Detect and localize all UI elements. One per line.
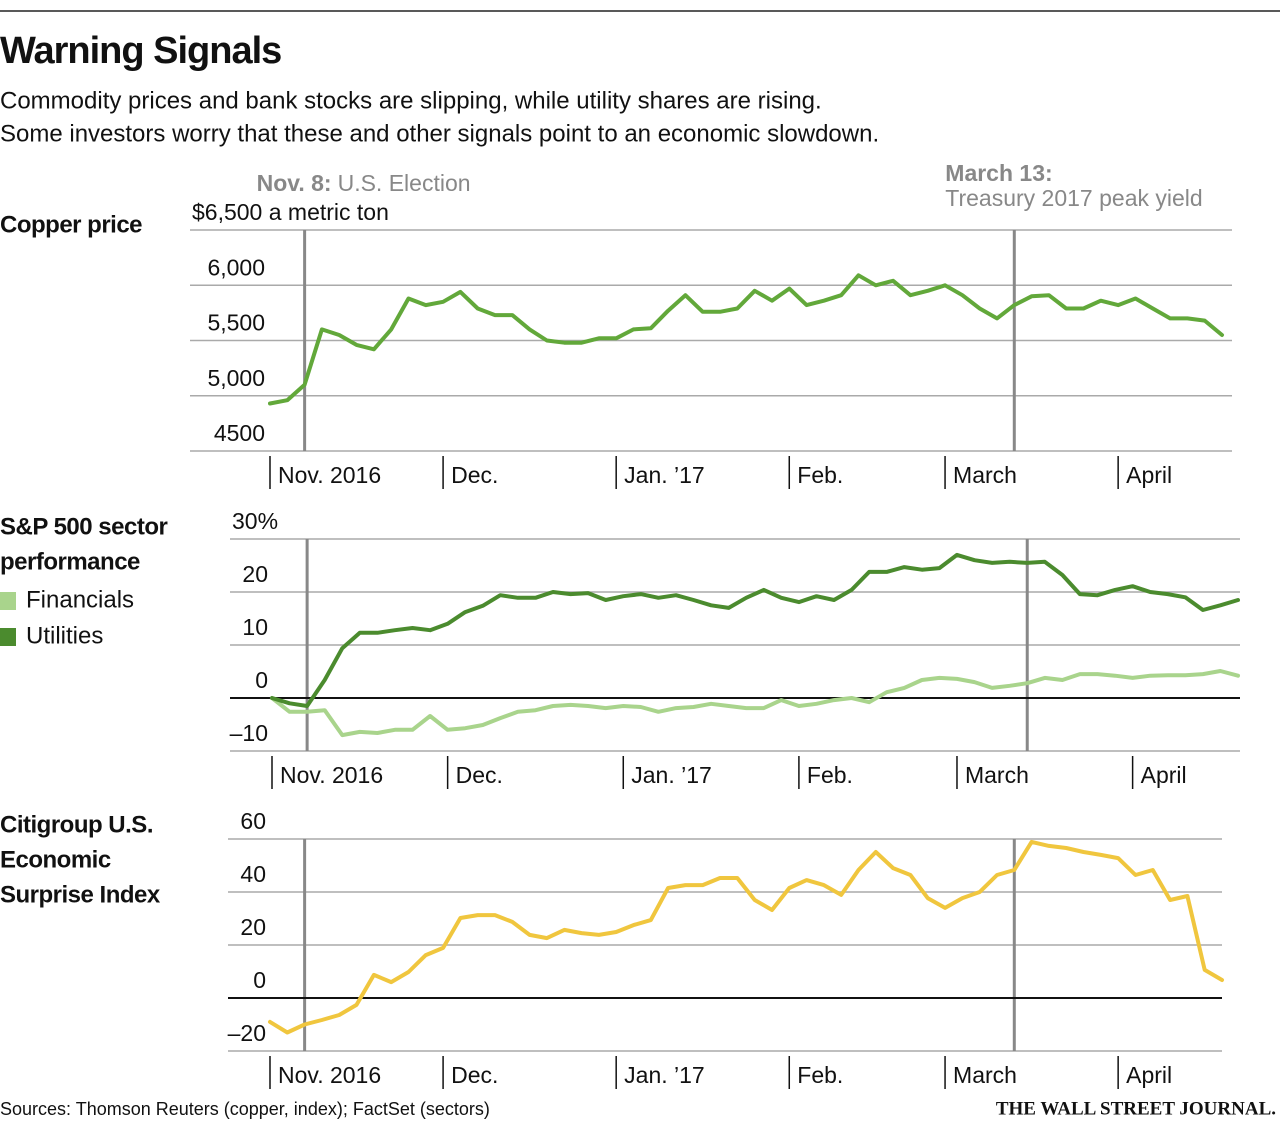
y-tick-label: 0 bbox=[255, 667, 268, 693]
y-tick-label: 6,000 bbox=[207, 254, 265, 280]
annotation-label: March 13: bbox=[945, 160, 1052, 186]
y-tick-label: 30% bbox=[232, 508, 278, 534]
x-tick-label: Nov. 2016 bbox=[278, 1062, 381, 1088]
series-line bbox=[268, 273, 1224, 406]
subtitle: Commodity prices and bank stocks are sli… bbox=[0, 87, 822, 114]
series-line bbox=[270, 669, 1240, 738]
y-tick-label: –20 bbox=[228, 1020, 266, 1046]
y-tick-label: 5,000 bbox=[207, 365, 265, 391]
y-tick-label: 60 bbox=[240, 808, 266, 834]
legend-swatch bbox=[0, 628, 16, 646]
annotation-label: Nov. 8: bbox=[257, 170, 332, 196]
x-tick-label: March bbox=[965, 762, 1029, 788]
y-tick-label: 5,500 bbox=[207, 310, 265, 336]
x-tick-label: Jan. ’17 bbox=[631, 762, 712, 788]
y-tick-label: $6,500 a metric ton bbox=[192, 199, 389, 225]
x-tick-label: Feb. bbox=[797, 462, 843, 488]
y-tick-label: 10 bbox=[242, 614, 268, 640]
panel-label: Economic bbox=[0, 846, 111, 873]
panel-label: Copper price bbox=[0, 211, 142, 238]
x-tick-label: April bbox=[1126, 1062, 1172, 1088]
panel-label: Citigroup U.S. bbox=[0, 811, 153, 838]
y-tick-label: 40 bbox=[240, 861, 266, 887]
y-tick-label: –10 bbox=[230, 720, 268, 746]
y-tick-label: 20 bbox=[240, 914, 266, 940]
subtitle: Some investors worry that these and othe… bbox=[0, 120, 879, 147]
x-tick-label: April bbox=[1126, 462, 1172, 488]
x-tick-label: Dec. bbox=[451, 462, 498, 488]
legend-swatch bbox=[0, 592, 16, 610]
x-tick-label: Feb. bbox=[807, 762, 853, 788]
x-tick-label: Feb. bbox=[797, 1062, 843, 1088]
x-tick-label: Nov. 2016 bbox=[278, 462, 381, 488]
x-tick-label: Jan. ’17 bbox=[624, 462, 705, 488]
series-line bbox=[268, 839, 1224, 1035]
panel-label: S&P 500 sector bbox=[0, 513, 167, 540]
legend-label: Utilities bbox=[26, 622, 103, 649]
panel-label: Surprise Index bbox=[0, 881, 161, 908]
x-tick-label: April bbox=[1141, 762, 1187, 788]
x-tick-label: March bbox=[953, 1062, 1017, 1088]
x-tick-label: March bbox=[953, 462, 1017, 488]
x-tick-label: Dec. bbox=[451, 1062, 498, 1088]
y-tick-label: 20 bbox=[242, 561, 268, 587]
x-tick-label: Dec. bbox=[456, 762, 503, 788]
series-line bbox=[270, 552, 1240, 708]
chart-title: Warning Signals bbox=[0, 30, 281, 72]
annotation-text: U.S. Election bbox=[338, 170, 471, 196]
y-tick-label: 0 bbox=[253, 967, 266, 993]
x-tick-label: Nov. 2016 bbox=[280, 762, 383, 788]
credit: THE WALL STREET JOURNAL. bbox=[996, 1098, 1276, 1119]
x-tick-label: Jan. ’17 bbox=[624, 1062, 705, 1088]
y-tick-label: 4500 bbox=[214, 420, 265, 446]
annotation: Nov. 8: U.S. Election bbox=[257, 170, 471, 196]
legend-label: Financials bbox=[26, 586, 134, 613]
annotation-text: Treasury 2017 peak yield bbox=[945, 185, 1202, 211]
panel-label: performance bbox=[0, 548, 140, 575]
source: Sources: Thomson Reuters (copper, index)… bbox=[0, 1099, 490, 1119]
